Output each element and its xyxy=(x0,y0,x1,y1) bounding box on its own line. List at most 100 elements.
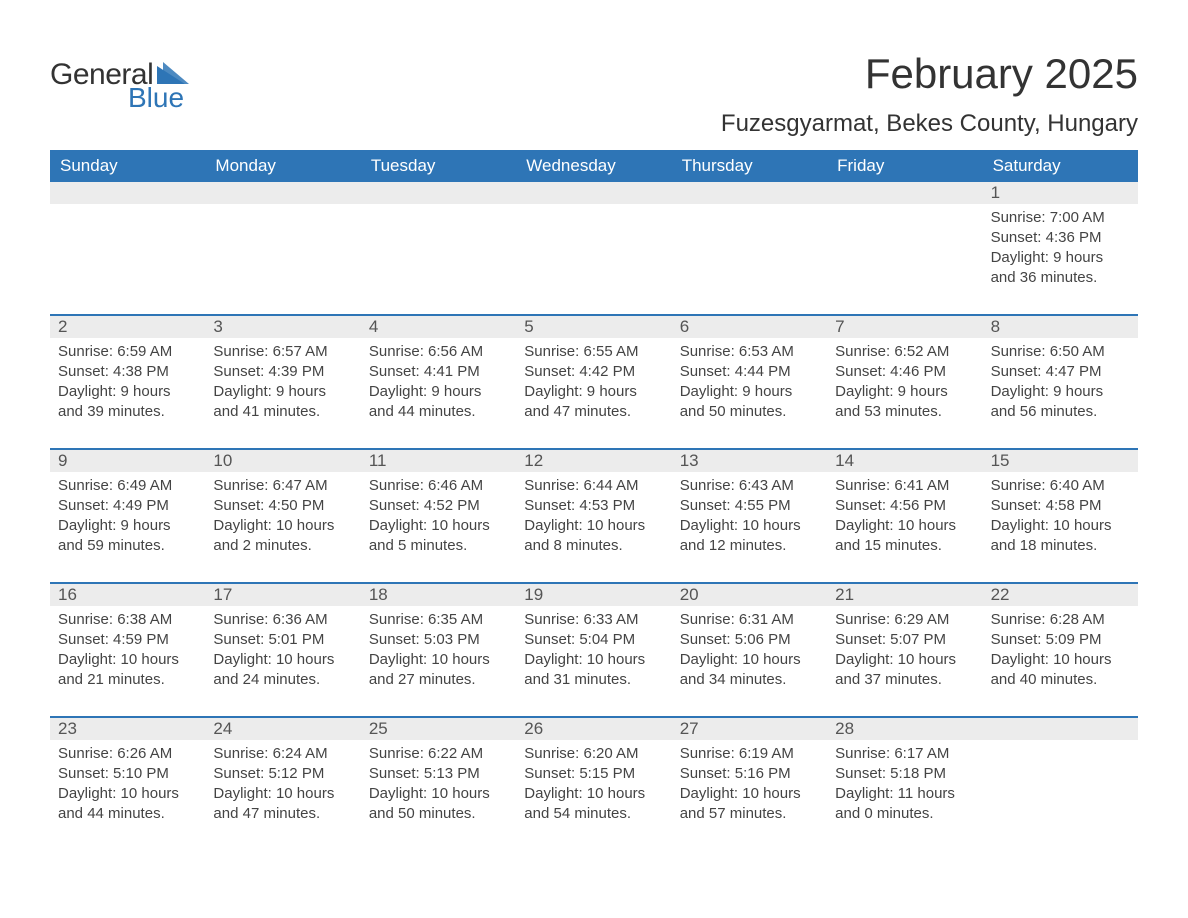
logo-text-blue: Blue xyxy=(128,82,189,114)
day-number: 19 xyxy=(524,585,543,604)
day-detail-cell: Sunrise: 6:31 AMSunset: 5:06 PMDaylight:… xyxy=(672,606,827,716)
day-detail-cell: Sunrise: 6:19 AMSunset: 5:16 PMDaylight:… xyxy=(672,740,827,850)
header: General Blue February 2025 Fuzesgyarmat,… xyxy=(50,50,1138,138)
day-number: 15 xyxy=(991,451,1010,470)
day-number: 21 xyxy=(835,585,854,604)
day-number-cell xyxy=(205,182,360,204)
day-detail-cell: Sunrise: 6:35 AMSunset: 5:03 PMDaylight:… xyxy=(361,606,516,716)
day-detail-cell: Sunrise: 7:00 AMSunset: 4:36 PMDaylight:… xyxy=(983,204,1138,314)
day-detail-cell: Sunrise: 6:33 AMSunset: 5:04 PMDaylight:… xyxy=(516,606,671,716)
day-number: 12 xyxy=(524,451,543,470)
day-number-cell: 23 xyxy=(50,718,205,740)
week-row: 1Sunrise: 7:00 AMSunset: 4:36 PMDaylight… xyxy=(50,182,1138,314)
day-detail-cell: Sunrise: 6:56 AMSunset: 4:41 PMDaylight:… xyxy=(361,338,516,448)
day-number: 13 xyxy=(680,451,699,470)
day-number: 24 xyxy=(213,719,232,738)
day-detail-cell: Sunrise: 6:59 AMSunset: 4:38 PMDaylight:… xyxy=(50,338,205,448)
day-number: 2 xyxy=(58,317,67,336)
week-row: 2345678Sunrise: 6:59 AMSunset: 4:38 PMDa… xyxy=(50,314,1138,448)
sunrise-text: Sunrise: 6:57 AM xyxy=(213,342,352,362)
day-number: 22 xyxy=(991,585,1010,604)
daylight-text: Daylight: 10 hours and 24 minutes. xyxy=(213,650,352,690)
day-detail-cell: Sunrise: 6:40 AMSunset: 4:58 PMDaylight:… xyxy=(983,472,1138,582)
title-block: February 2025 Fuzesgyarmat, Bekes County… xyxy=(721,50,1138,138)
sunset-text: Sunset: 4:59 PM xyxy=(58,630,197,650)
day-detail-cell: Sunrise: 6:43 AMSunset: 4:55 PMDaylight:… xyxy=(672,472,827,582)
daylight-text: Daylight: 9 hours and 41 minutes. xyxy=(213,382,352,422)
sunset-text: Sunset: 4:56 PM xyxy=(835,496,974,516)
sunrise-text: Sunrise: 7:00 AM xyxy=(991,208,1130,228)
day-number-cell: 16 xyxy=(50,584,205,606)
daylight-text: Daylight: 10 hours and 40 minutes. xyxy=(991,650,1130,690)
daylight-text: Daylight: 10 hours and 31 minutes. xyxy=(524,650,663,690)
day-number-cell: 20 xyxy=(672,584,827,606)
day-number: 10 xyxy=(213,451,232,470)
day-detail-cell xyxy=(827,204,982,314)
day-header-mon: Monday xyxy=(205,150,360,182)
day-detail-cell: Sunrise: 6:47 AMSunset: 4:50 PMDaylight:… xyxy=(205,472,360,582)
sunrise-text: Sunrise: 6:29 AM xyxy=(835,610,974,630)
day-number-cell: 13 xyxy=(672,450,827,472)
sunrise-text: Sunrise: 6:50 AM xyxy=(991,342,1130,362)
day-number: 26 xyxy=(524,719,543,738)
daylight-text: Daylight: 9 hours and 36 minutes. xyxy=(991,248,1130,288)
daylight-text: Daylight: 10 hours and 57 minutes. xyxy=(680,784,819,824)
day-number-cell: 8 xyxy=(983,316,1138,338)
day-number-cell xyxy=(516,182,671,204)
sunset-text: Sunset: 5:18 PM xyxy=(835,764,974,784)
sunset-text: Sunset: 4:53 PM xyxy=(524,496,663,516)
sunrise-text: Sunrise: 6:41 AM xyxy=(835,476,974,496)
daylight-text: Daylight: 10 hours and 21 minutes. xyxy=(58,650,197,690)
sunrise-text: Sunrise: 6:47 AM xyxy=(213,476,352,496)
daylight-text: Daylight: 9 hours and 50 minutes. xyxy=(680,382,819,422)
daylight-text: Daylight: 10 hours and 44 minutes. xyxy=(58,784,197,824)
sunset-text: Sunset: 4:58 PM xyxy=(991,496,1130,516)
day-detail-cell: Sunrise: 6:57 AMSunset: 4:39 PMDaylight:… xyxy=(205,338,360,448)
daylight-text: Daylight: 10 hours and 27 minutes. xyxy=(369,650,508,690)
day-number-cell: 21 xyxy=(827,584,982,606)
daylight-text: Daylight: 10 hours and 54 minutes. xyxy=(524,784,663,824)
sunset-text: Sunset: 5:13 PM xyxy=(369,764,508,784)
sunset-text: Sunset: 4:49 PM xyxy=(58,496,197,516)
day-number-cell: 26 xyxy=(516,718,671,740)
daylight-text: Daylight: 10 hours and 34 minutes. xyxy=(680,650,819,690)
day-number: 16 xyxy=(58,585,77,604)
day-number: 9 xyxy=(58,451,67,470)
day-detail-cell: Sunrise: 6:53 AMSunset: 4:44 PMDaylight:… xyxy=(672,338,827,448)
daylight-text: Daylight: 9 hours and 53 minutes. xyxy=(835,382,974,422)
sunrise-text: Sunrise: 6:43 AM xyxy=(680,476,819,496)
sunrise-text: Sunrise: 6:36 AM xyxy=(213,610,352,630)
daylight-text: Daylight: 9 hours and 59 minutes. xyxy=(58,516,197,556)
day-number: 4 xyxy=(369,317,378,336)
sunset-text: Sunset: 5:06 PM xyxy=(680,630,819,650)
sunset-text: Sunset: 5:09 PM xyxy=(991,630,1130,650)
week-row: 232425262728Sunrise: 6:26 AMSunset: 5:10… xyxy=(50,716,1138,850)
day-detail-cell xyxy=(672,204,827,314)
sunrise-text: Sunrise: 6:24 AM xyxy=(213,744,352,764)
location-subtitle: Fuzesgyarmat, Bekes County, Hungary xyxy=(721,110,1138,138)
sunset-text: Sunset: 5:10 PM xyxy=(58,764,197,784)
day-number-cell: 14 xyxy=(827,450,982,472)
day-detail-cell: Sunrise: 6:46 AMSunset: 4:52 PMDaylight:… xyxy=(361,472,516,582)
day-number: 23 xyxy=(58,719,77,738)
day-number-cell: 2 xyxy=(50,316,205,338)
day-number-cell xyxy=(827,182,982,204)
day-number-cell: 3 xyxy=(205,316,360,338)
day-number-cell: 15 xyxy=(983,450,1138,472)
day-detail-cell: Sunrise: 6:26 AMSunset: 5:10 PMDaylight:… xyxy=(50,740,205,850)
day-detail-cell: Sunrise: 6:41 AMSunset: 4:56 PMDaylight:… xyxy=(827,472,982,582)
day-number-cell xyxy=(672,182,827,204)
week-row: 9 10 11 12 13 14 15 Sunrise: 6:49 AMSunset: 4:4… xyxy=(50,448,1138,582)
day-number: 11 xyxy=(369,451,387,470)
daylight-text: Daylight: 10 hours and 12 minutes. xyxy=(680,516,819,556)
sunrise-text: Sunrise: 6:56 AM xyxy=(369,342,508,362)
day-number-cell: 19 xyxy=(516,584,671,606)
day-number: 6 xyxy=(680,317,689,336)
day-detail-cell xyxy=(50,204,205,314)
sunset-text: Sunset: 5:03 PM xyxy=(369,630,508,650)
day-number: 5 xyxy=(524,317,533,336)
day-detail-cell xyxy=(516,204,671,314)
day-detail-cell: Sunrise: 6:49 AMSunset: 4:49 PMDaylight:… xyxy=(50,472,205,582)
day-header-sat: Saturday xyxy=(983,150,1138,182)
day-number-cell xyxy=(983,718,1138,740)
